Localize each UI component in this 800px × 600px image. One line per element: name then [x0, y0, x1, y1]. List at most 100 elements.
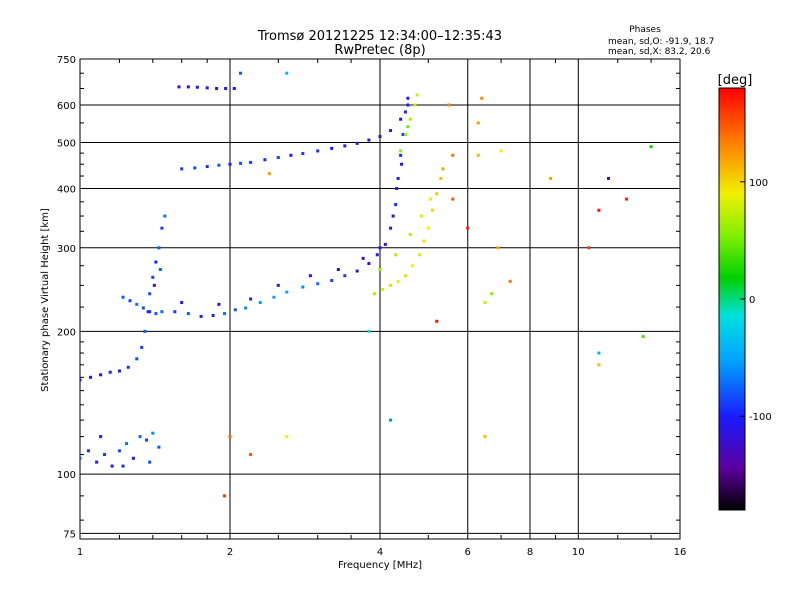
data-point [378, 134, 382, 138]
data-point [367, 329, 371, 333]
data-point [435, 319, 439, 323]
data-point [223, 312, 227, 316]
data-point [476, 153, 480, 157]
x-tick-label: 10 [572, 547, 585, 558]
data-point [121, 464, 125, 468]
chart-subtitle: RwPretec (8p) [334, 43, 425, 58]
data-point [367, 261, 371, 265]
y-tick-label: 400 [57, 185, 76, 196]
data-point [258, 301, 262, 305]
data-point [163, 214, 167, 218]
data-point [381, 288, 385, 292]
data-point [117, 369, 121, 373]
data-point [177, 85, 181, 89]
x-tick-label: 16 [674, 547, 687, 558]
data-point [148, 310, 152, 314]
data-point [406, 96, 410, 100]
data-point [483, 301, 487, 305]
data-points [80, 71, 653, 498]
data-point [80, 456, 82, 460]
data-point [413, 103, 417, 107]
data-point [403, 110, 407, 114]
data-point [186, 85, 190, 89]
data-point [86, 449, 90, 453]
data-point [140, 345, 144, 349]
y-axis-ticks: 75 100 200 300 400 500 600 750 [57, 55, 680, 540]
data-point [217, 302, 221, 306]
y-tick-label: 100 [57, 470, 76, 481]
data-point [389, 283, 393, 287]
data-point [272, 295, 276, 299]
data-point [330, 278, 334, 282]
data-point [103, 453, 107, 457]
x-tick-label: 6 [465, 547, 471, 558]
data-point [389, 418, 393, 422]
data-point [389, 226, 393, 230]
y-tick-label: 75 [63, 529, 76, 540]
data-point [157, 246, 161, 250]
data-point [289, 153, 293, 157]
data-point [263, 158, 267, 162]
colorbar-tick-label: -100 [749, 412, 772, 423]
data-point [228, 435, 232, 439]
stats-line-o: mean, sd,O: -91.9, 18.7 [608, 37, 714, 47]
data-point [483, 435, 487, 439]
data-point [215, 86, 219, 90]
data-point [336, 268, 340, 272]
data-point [415, 93, 419, 97]
data-point [301, 285, 305, 289]
data-point [131, 456, 135, 460]
data-point [490, 292, 494, 296]
data-point [285, 71, 289, 75]
data-point [426, 226, 430, 230]
data-point [396, 279, 400, 283]
data-point [308, 274, 312, 278]
data-point [587, 246, 591, 250]
data-point [233, 308, 237, 312]
data-point [420, 214, 424, 218]
data-point [244, 306, 248, 310]
data-point [378, 268, 382, 272]
y-tick-label: 500 [57, 139, 76, 150]
x-tick-label: 8 [527, 547, 533, 558]
data-point [158, 268, 162, 272]
data-point [249, 453, 253, 457]
data-point [141, 306, 145, 310]
data-point [395, 187, 399, 191]
data-point [228, 162, 232, 166]
colorbar-title: [deg] [718, 73, 753, 88]
plot-grid [80, 59, 680, 539]
data-point [476, 121, 480, 125]
x-tick-label: 1 [77, 547, 83, 558]
data-point [211, 313, 215, 317]
data-point [649, 145, 653, 149]
data-point [276, 155, 280, 159]
data-point [249, 297, 253, 301]
data-point [330, 146, 334, 150]
data-point [480, 96, 484, 100]
data-point [375, 253, 379, 257]
data-point [396, 176, 400, 180]
data-point [108, 370, 112, 374]
data-point [239, 161, 243, 165]
data-point [641, 335, 645, 339]
data-point [117, 449, 121, 453]
data-point [239, 71, 243, 75]
data-point [173, 310, 177, 314]
data-point [157, 445, 161, 449]
data-point [355, 269, 359, 273]
data-point [597, 351, 601, 355]
data-point [80, 378, 82, 382]
data-point [143, 329, 147, 333]
data-point [394, 253, 398, 257]
data-point [428, 197, 432, 201]
plot-frame [79, 58, 681, 540]
data-point [316, 282, 320, 286]
data-point [195, 85, 199, 89]
data-point [411, 264, 415, 268]
data-point [496, 246, 500, 250]
data-point [391, 214, 395, 218]
data-point [160, 310, 164, 314]
data-point [401, 132, 405, 136]
